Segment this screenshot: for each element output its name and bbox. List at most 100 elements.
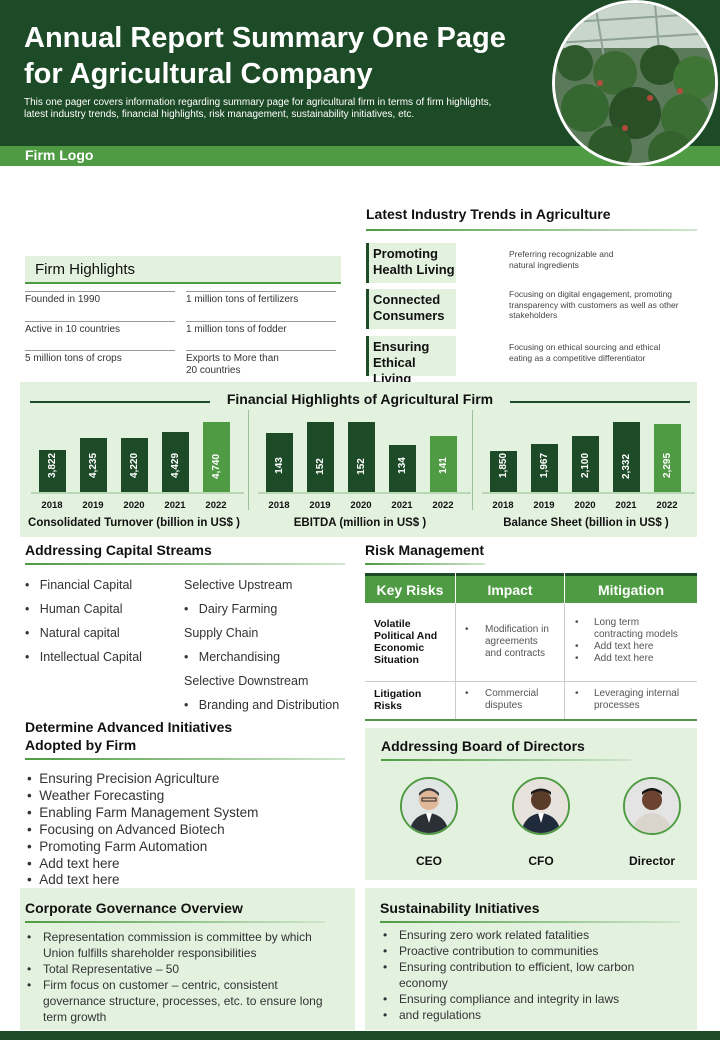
board-rule xyxy=(381,759,631,761)
chart-bar: 2,295 xyxy=(654,424,681,492)
page-subtitle: This one pager covers information regard… xyxy=(24,97,544,121)
table-divider xyxy=(564,603,565,721)
greenhouse-photo xyxy=(552,0,718,166)
chart-bar: 4,235 xyxy=(80,437,107,492)
sustainability-text: Ensuring zero work related fatalities xyxy=(399,928,590,942)
initiative-text: Enabling Farm Management System xyxy=(39,805,259,820)
bar-value-label: 4,740 xyxy=(203,446,230,486)
governance-text: term growth xyxy=(43,1010,107,1024)
bar-value-label: 2,100 xyxy=(572,446,599,486)
table-divider xyxy=(365,681,697,682)
risk-text: Situation xyxy=(374,654,419,666)
capital-item: • Dairy Farming xyxy=(184,602,278,616)
highlight-countries: Active in 10 countries xyxy=(25,321,175,336)
year-tick-label: 2020 xyxy=(574,500,596,511)
highlight-text: 1 million tons of fertilizers xyxy=(186,294,299,305)
year-tick-label: 2020 xyxy=(350,500,372,511)
sustainability-text: and regulations xyxy=(399,1008,482,1022)
initiative-text: Promoting Farm Automation xyxy=(39,839,208,854)
sustainability-item: • Ensuring contribution to efficient, lo… xyxy=(383,959,693,991)
ceo-avatar xyxy=(400,777,458,835)
capital-text: Branding and Distribution xyxy=(198,698,340,712)
chart-bar: 152 xyxy=(307,422,334,492)
initiatives-title: Determine Advanced Initiatives Adopted b… xyxy=(25,718,232,754)
sustainability-item: • and regulations xyxy=(383,1007,693,1023)
capital-text: Intellectual Capital xyxy=(39,650,142,664)
highlight-text: 20 countries xyxy=(186,365,241,376)
director-avatar xyxy=(623,777,681,835)
year-tick-label: 2018 xyxy=(492,500,514,511)
bar-value-label: 2,295 xyxy=(654,446,681,486)
chart-caption: Balance Sheet (billion in US$ ) xyxy=(503,517,669,529)
initiatives-rule xyxy=(25,758,345,760)
bar-value-label: 1,967 xyxy=(531,446,558,486)
capital-text: Human Capital xyxy=(39,602,123,616)
director-label: Director xyxy=(628,854,675,868)
chart-bar: 2,332 xyxy=(613,422,640,492)
trend-label-line-1: Connected xyxy=(373,292,441,307)
capital-text: Dairy Farming xyxy=(198,602,278,616)
year-tick-label: 2019 xyxy=(82,500,104,511)
bar-value-label: 4,220 xyxy=(121,446,148,486)
bar-value-label: 152 xyxy=(307,446,334,486)
trend-desc-line: Preferring recognizable and xyxy=(509,249,614,259)
cfo-label: CFO xyxy=(528,854,554,868)
initiative-text: Add text here xyxy=(39,872,120,887)
bar-value-text: 2,295 xyxy=(662,453,673,479)
year-tick-label: 2018 xyxy=(41,500,63,511)
bar-value-label: 3,822 xyxy=(39,446,66,486)
bar-value-text: 141 xyxy=(438,457,449,475)
logo-bar: Firm Logo xyxy=(0,146,720,166)
year-tick-label: 2020 xyxy=(123,500,145,511)
bar-value-text: 4,740 xyxy=(211,453,222,479)
bar-value-text: 1,967 xyxy=(539,453,550,479)
risk-header-impact: Impact xyxy=(456,573,564,603)
chart-baseline xyxy=(31,492,244,494)
risk-name: Litigation Risks xyxy=(374,688,452,712)
governance-text: Union fulfills shareholder responsibilit… xyxy=(43,946,257,960)
sustainability-item: • Ensuring compliance and integrity in la… xyxy=(383,991,693,1007)
trend-desc-line: natural ingredients xyxy=(509,259,579,270)
impact-text: Commercial xyxy=(485,688,539,699)
initiatives-title-line: Adopted by Firm xyxy=(25,737,137,753)
capital-rule xyxy=(25,563,345,565)
bar-value-label: 4,235 xyxy=(80,446,107,486)
risk-impact: • Commercial disputes xyxy=(465,688,560,712)
chart-caption: Consolidated Turnover (billion in US$ ) xyxy=(28,517,240,529)
capital-item: • Branding and Distribution xyxy=(184,698,340,712)
chart-bar: 2,100 xyxy=(572,435,599,492)
trend-desc-line: transparency with customers as well as o… xyxy=(509,299,679,310)
governance-text: Representation commission is committee b… xyxy=(43,930,312,944)
chart-baseline xyxy=(258,492,471,494)
sustainability-panel xyxy=(365,888,697,1030)
chart-divider xyxy=(248,410,249,510)
highlight-fodder: 1 million tons of fodder xyxy=(186,321,336,336)
trend-health-living: Promoting Health Living xyxy=(366,243,456,283)
trend-description: Focusing on ethical sourcing and ethical… xyxy=(509,342,699,363)
chart-bar: 4,220 xyxy=(121,437,148,492)
highlight-text: 1 million tons of fodder xyxy=(186,324,287,335)
initiative-item: • Enabling Farm Management System xyxy=(27,805,259,820)
risk-header-key: Key Risks xyxy=(365,573,455,603)
highlight-fertilizers: 1 million tons of fertilizers xyxy=(186,291,336,306)
mitigation-text: Add text here xyxy=(594,641,654,652)
chart-bar: 1,967 xyxy=(531,443,558,492)
trend-label-line-1: Ensuring xyxy=(373,339,430,354)
initiative-text: Ensuring Precision Agriculture xyxy=(39,771,220,786)
trend-label-line-1: Promoting xyxy=(373,246,438,261)
mitigation-text: Add text here xyxy=(594,653,654,664)
mitigation-text: Leveraging internal xyxy=(594,688,680,699)
capital-subhead: Selective Upstream xyxy=(184,578,293,592)
trend-label-line-2: Consumers xyxy=(373,308,445,323)
chart-bar: 143 xyxy=(266,433,293,492)
bar-value-label: 4,429 xyxy=(162,446,189,486)
risk-text: Economic xyxy=(374,642,425,654)
risk-rule xyxy=(365,563,485,565)
ceo-label: CEO xyxy=(415,854,442,868)
initiative-item: • Ensuring Precision Agriculture xyxy=(27,771,220,786)
sustainability-title: Sustainability Initiatives xyxy=(380,900,540,916)
risk-impact: • Modification in agreements and contrac… xyxy=(465,624,560,660)
impact-text: agreements xyxy=(485,636,538,647)
capital-subhead: Selective Downstream xyxy=(184,674,309,688)
highlight-founded: Founded in 1990 xyxy=(25,291,175,306)
